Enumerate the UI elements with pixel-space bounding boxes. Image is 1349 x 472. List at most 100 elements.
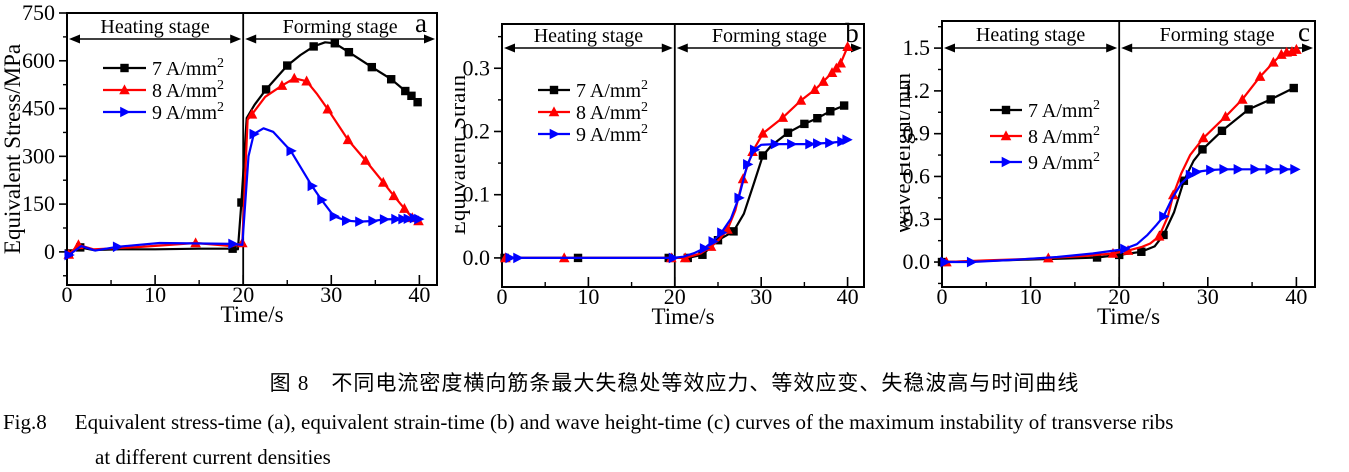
series-marker-8-A-mm2 [795, 94, 807, 105]
arrow-left-icon [1121, 43, 1133, 53]
series-marker-7-A-mm2 [1244, 105, 1253, 114]
series-marker-8-A-mm2 [1198, 132, 1209, 143]
series-marker-8-A-mm2 [1237, 93, 1248, 104]
series-line-7-A-mm2 [941, 87, 1295, 264]
series-marker-7-A-mm2 [729, 227, 738, 236]
series-marker-7-A-mm2 [698, 250, 707, 259]
series-marker-9-A-mm2 [668, 252, 680, 264]
stage-label: Forming stage [283, 16, 398, 38]
x-axis-label: Time/s [1097, 304, 1160, 329]
series-marker-9-A-mm2 [355, 216, 366, 227]
legend-label: 8 A/mm2 [1028, 124, 1100, 148]
series-marker-9-A-mm2 [825, 137, 836, 149]
legend-label: 7 A/mm2 [1028, 98, 1100, 122]
y-tick-label: 450 [22, 96, 55, 121]
series-marker-8-A-mm2 [809, 84, 821, 95]
arrow-left-icon [504, 43, 515, 53]
series-marker-9-A-mm2 [398, 213, 409, 225]
charts-row: 0 10 20 30 40 0 150 300 450 600 750 Time/s Equivalen… [0, 0, 1316, 329]
legend-label: 9 A/mm2 [576, 122, 648, 146]
series-marker-7-A-mm2 [1198, 145, 1207, 154]
series-marker-8-A-mm2 [301, 75, 312, 86]
arrow-left-icon [245, 34, 257, 44]
arrow-right-icon [1302, 43, 1313, 53]
series-marker-9-A-mm2 [787, 138, 798, 150]
legend-label: 8 A/mm2 [152, 78, 224, 102]
series-marker-9-A-mm2 [837, 136, 848, 147]
series-marker-7-A-mm2 [1137, 247, 1146, 256]
series-marker-9-A-mm2 [414, 213, 425, 225]
series-marker-9-A-mm2 [940, 256, 951, 268]
chart-panel-c: 0 10 20 30 40 0.0 0.3 0.6 0.9 1.2 1.5 Time/s Wave He… [900, 17, 1316, 329]
series-marker-7-A-mm2 [386, 75, 396, 84]
series-marker-7-A-mm2 [413, 97, 422, 107]
series-marker-8-A-mm2 [831, 62, 842, 73]
legend-label: 7 A/mm2 [576, 78, 648, 102]
legend-marker [1001, 156, 1012, 168]
y-tick-label: 0 [44, 239, 55, 264]
series-marker-7-A-mm2 [1289, 83, 1298, 93]
series-marker-9-A-mm2 [1265, 164, 1276, 175]
series-marker-7-A-mm2 [367, 62, 377, 72]
series-marker-9-A-mm2 [805, 138, 816, 150]
x-tick-label: 30 [1197, 284, 1219, 309]
series-marker-9-A-mm2 [112, 241, 124, 253]
panel-letter: a [415, 8, 427, 38]
series-marker-9-A-mm2 [379, 214, 391, 225]
x-tick-label: 40 [408, 282, 430, 307]
arrow-left-icon [69, 34, 80, 44]
x-tick-label: 20 [664, 284, 686, 309]
series-marker-7-A-mm2 [344, 47, 354, 57]
series-marker-8-A-mm2 [288, 72, 300, 83]
series-marker-9-A-mm2 [734, 192, 745, 204]
legend-label: 8 A/mm2 [576, 100, 648, 124]
series-marker-7-A-mm2 [813, 113, 822, 123]
series-marker-8-A-mm2 [388, 190, 400, 201]
arrow-right-icon [1106, 43, 1118, 53]
x-axis-label: Time/s [651, 304, 714, 329]
series-marker-9-A-mm2 [708, 236, 719, 247]
series-marker-8-A-mm2 [1107, 247, 1119, 258]
series-marker-9-A-mm2 [1250, 164, 1261, 175]
caption-english-text: Equivalent stress-time (a), equivalent s… [74, 410, 1174, 434]
y-axis-label: Equivalent Stress/MPa [0, 44, 25, 254]
x-tick-label: 10 [1020, 284, 1042, 309]
series-marker-7-A-mm2 [1092, 253, 1102, 262]
series-marker-9-A-mm2 [341, 215, 353, 226]
chart-panel-b: 0 10 20 30 40 0.0 0.1 0.2 0.3 Time/s Equivalent St… [455, 18, 865, 329]
series-line-8-A-mm2 [68, 77, 420, 256]
y-tick-label: 1.5 [903, 35, 931, 60]
series-marker-9-A-mm2 [1279, 164, 1290, 175]
series-marker-8-A-mm2 [835, 57, 846, 68]
chart-panel-a: 0 10 20 30 40 0 150 300 450 600 750 Time/s Equivalen… [0, 0, 438, 327]
y-tick-label: 750 [22, 0, 55, 25]
series-marker-7-A-mm2 [783, 128, 793, 137]
series-marker-7-A-mm2 [407, 91, 416, 101]
caption-figure-label: Fig.8 [3, 410, 47, 434]
series-marker-8-A-mm2 [322, 103, 334, 114]
series-line-8-A-mm2 [946, 48, 1297, 264]
y-tick-label: 150 [22, 191, 55, 216]
y-tick-label: 0.1 [463, 182, 491, 207]
series-marker-9-A-mm2 [1219, 164, 1230, 175]
series-marker-9-A-mm2 [513, 252, 524, 264]
plot-border [66, 12, 438, 286]
caption-english-line2: at different current densities [95, 445, 331, 469]
x-tick-label: 0 [497, 284, 508, 309]
series-marker-9-A-mm2 [1120, 243, 1131, 255]
series-marker-8-A-mm2 [276, 80, 288, 90]
legend-label: 9 A/mm2 [1028, 150, 1100, 174]
series-marker-9-A-mm2 [1191, 166, 1203, 178]
series-marker-8-A-mm2 [1153, 230, 1165, 241]
stage-label: Heating stage [534, 25, 644, 47]
stage-label: Heating stage [976, 24, 1086, 46]
series-marker-8-A-mm2 [842, 41, 853, 52]
series-marker-8-A-mm2 [190, 237, 201, 248]
y-tick-label: 300 [22, 143, 55, 168]
series-marker-8-A-mm2 [1167, 189, 1179, 200]
series-marker-9-A-mm2 [1233, 164, 1244, 175]
x-tick-label: 0 [937, 284, 948, 309]
series-marker-7-A-mm2 [283, 61, 292, 70]
series-marker-7-A-mm2 [330, 39, 340, 48]
series-marker-9-A-mm2 [842, 134, 853, 145]
